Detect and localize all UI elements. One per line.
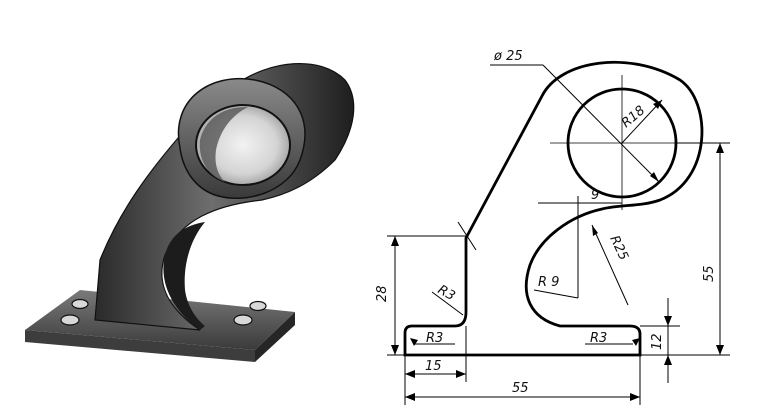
- base-plate-right: [255, 312, 295, 362]
- dimension-labels: ø 25 R18 9 R25 R 9 R3 R3 R3 28 15 55 12 …: [375, 49, 717, 396]
- dia25-arrow: [650, 172, 659, 182]
- bolt-hole-back-right: [249, 300, 267, 312]
- dim-r3-top-label: R3: [435, 282, 457, 304]
- dim-15-label: 15: [425, 359, 442, 374]
- r3-right-arrow: [632, 338, 640, 346]
- dim-r9-label: R 9: [538, 275, 559, 290]
- bracket-3d-illustration: [25, 63, 355, 362]
- dim-r18-label: R18: [619, 103, 648, 131]
- dim-r25-label: R25: [606, 233, 630, 263]
- bolt-hole-back-left: [71, 298, 89, 310]
- dim-9-label: 9: [591, 188, 599, 203]
- dim-28-label: 28: [375, 285, 390, 302]
- dim-r3-right-label: R3: [590, 331, 607, 346]
- dim28-arrow-bottom: [391, 345, 399, 355]
- r3-left-arrow: [410, 338, 418, 346]
- dim-12-label: 12: [650, 333, 665, 350]
- hook-inner-face: [163, 222, 205, 330]
- dim55v-arrow-bottom: [716, 345, 724, 355]
- bracket-2d-drawing: [387, 60, 730, 405]
- dim12-arrow-top: [664, 316, 672, 326]
- dim-55-width-label: 55: [512, 381, 529, 396]
- bore-shadow: [199, 106, 248, 182]
- dim55h-arrow-right: [630, 393, 640, 401]
- r25-arrow: [592, 225, 598, 236]
- dia25-leader-diag: [542, 64, 660, 183]
- dim-r3-left-label: R3: [426, 331, 443, 346]
- r9-leader: [533, 289, 579, 299]
- dim28-arrow-top: [391, 236, 399, 246]
- dim15-arrow-left: [405, 370, 415, 378]
- dim55v-arrow-top: [716, 143, 724, 153]
- r25-leader: [591, 224, 629, 306]
- r3-top-leader: [431, 291, 464, 316]
- base-plate-front: [25, 330, 255, 362]
- dim55h-arrow-left: [405, 393, 415, 401]
- dim12-arrow-bottom: [664, 355, 672, 365]
- dim-dia25-label: ø 25: [493, 49, 523, 64]
- r18-arrow: [653, 100, 662, 109]
- tangent-mark: [457, 221, 477, 251]
- r18-leader: [621, 99, 663, 144]
- bolt-hole-front-right: [233, 314, 253, 326]
- bolt-hole-front-left: [60, 314, 80, 326]
- bracket-outline: [403, 60, 704, 357]
- dim15-arrow-right: [456, 370, 466, 378]
- dim-55-height-label: 55: [702, 265, 717, 282]
